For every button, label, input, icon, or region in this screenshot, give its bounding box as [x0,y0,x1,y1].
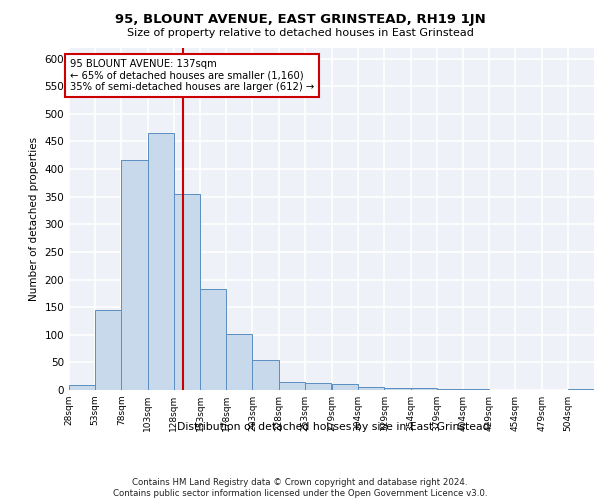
Bar [568,389,594,390]
Y-axis label: Number of detached properties: Number of detached properties [29,136,39,301]
Text: 95, BLOUNT AVENUE, EAST GRINSTEAD, RH19 1JN: 95, BLOUNT AVENUE, EAST GRINSTEAD, RH19 … [115,12,485,26]
Bar [148,133,174,390]
Text: Size of property relative to detached houses in East Grinstead: Size of property relative to detached ho… [127,28,473,38]
Text: Contains HM Land Registry data © Crown copyright and database right 2024.
Contai: Contains HM Land Registry data © Crown c… [113,478,487,498]
Bar [437,389,463,390]
Bar [95,310,121,390]
Bar [253,360,278,390]
Bar [69,385,95,390]
Bar [385,388,410,390]
Bar [278,382,305,390]
Bar [174,194,200,390]
Text: 95 BLOUNT AVENUE: 137sqm
← 65% of detached houses are smaller (1,160)
35% of sem: 95 BLOUNT AVENUE: 137sqm ← 65% of detach… [70,58,314,92]
Bar [200,289,226,390]
Bar [121,160,148,390]
Bar [358,387,385,390]
Bar [226,334,253,390]
Text: Distribution of detached houses by size in East Grinstead: Distribution of detached houses by size … [176,422,490,432]
Bar [305,384,331,390]
Bar [332,384,358,390]
Bar [410,388,437,390]
